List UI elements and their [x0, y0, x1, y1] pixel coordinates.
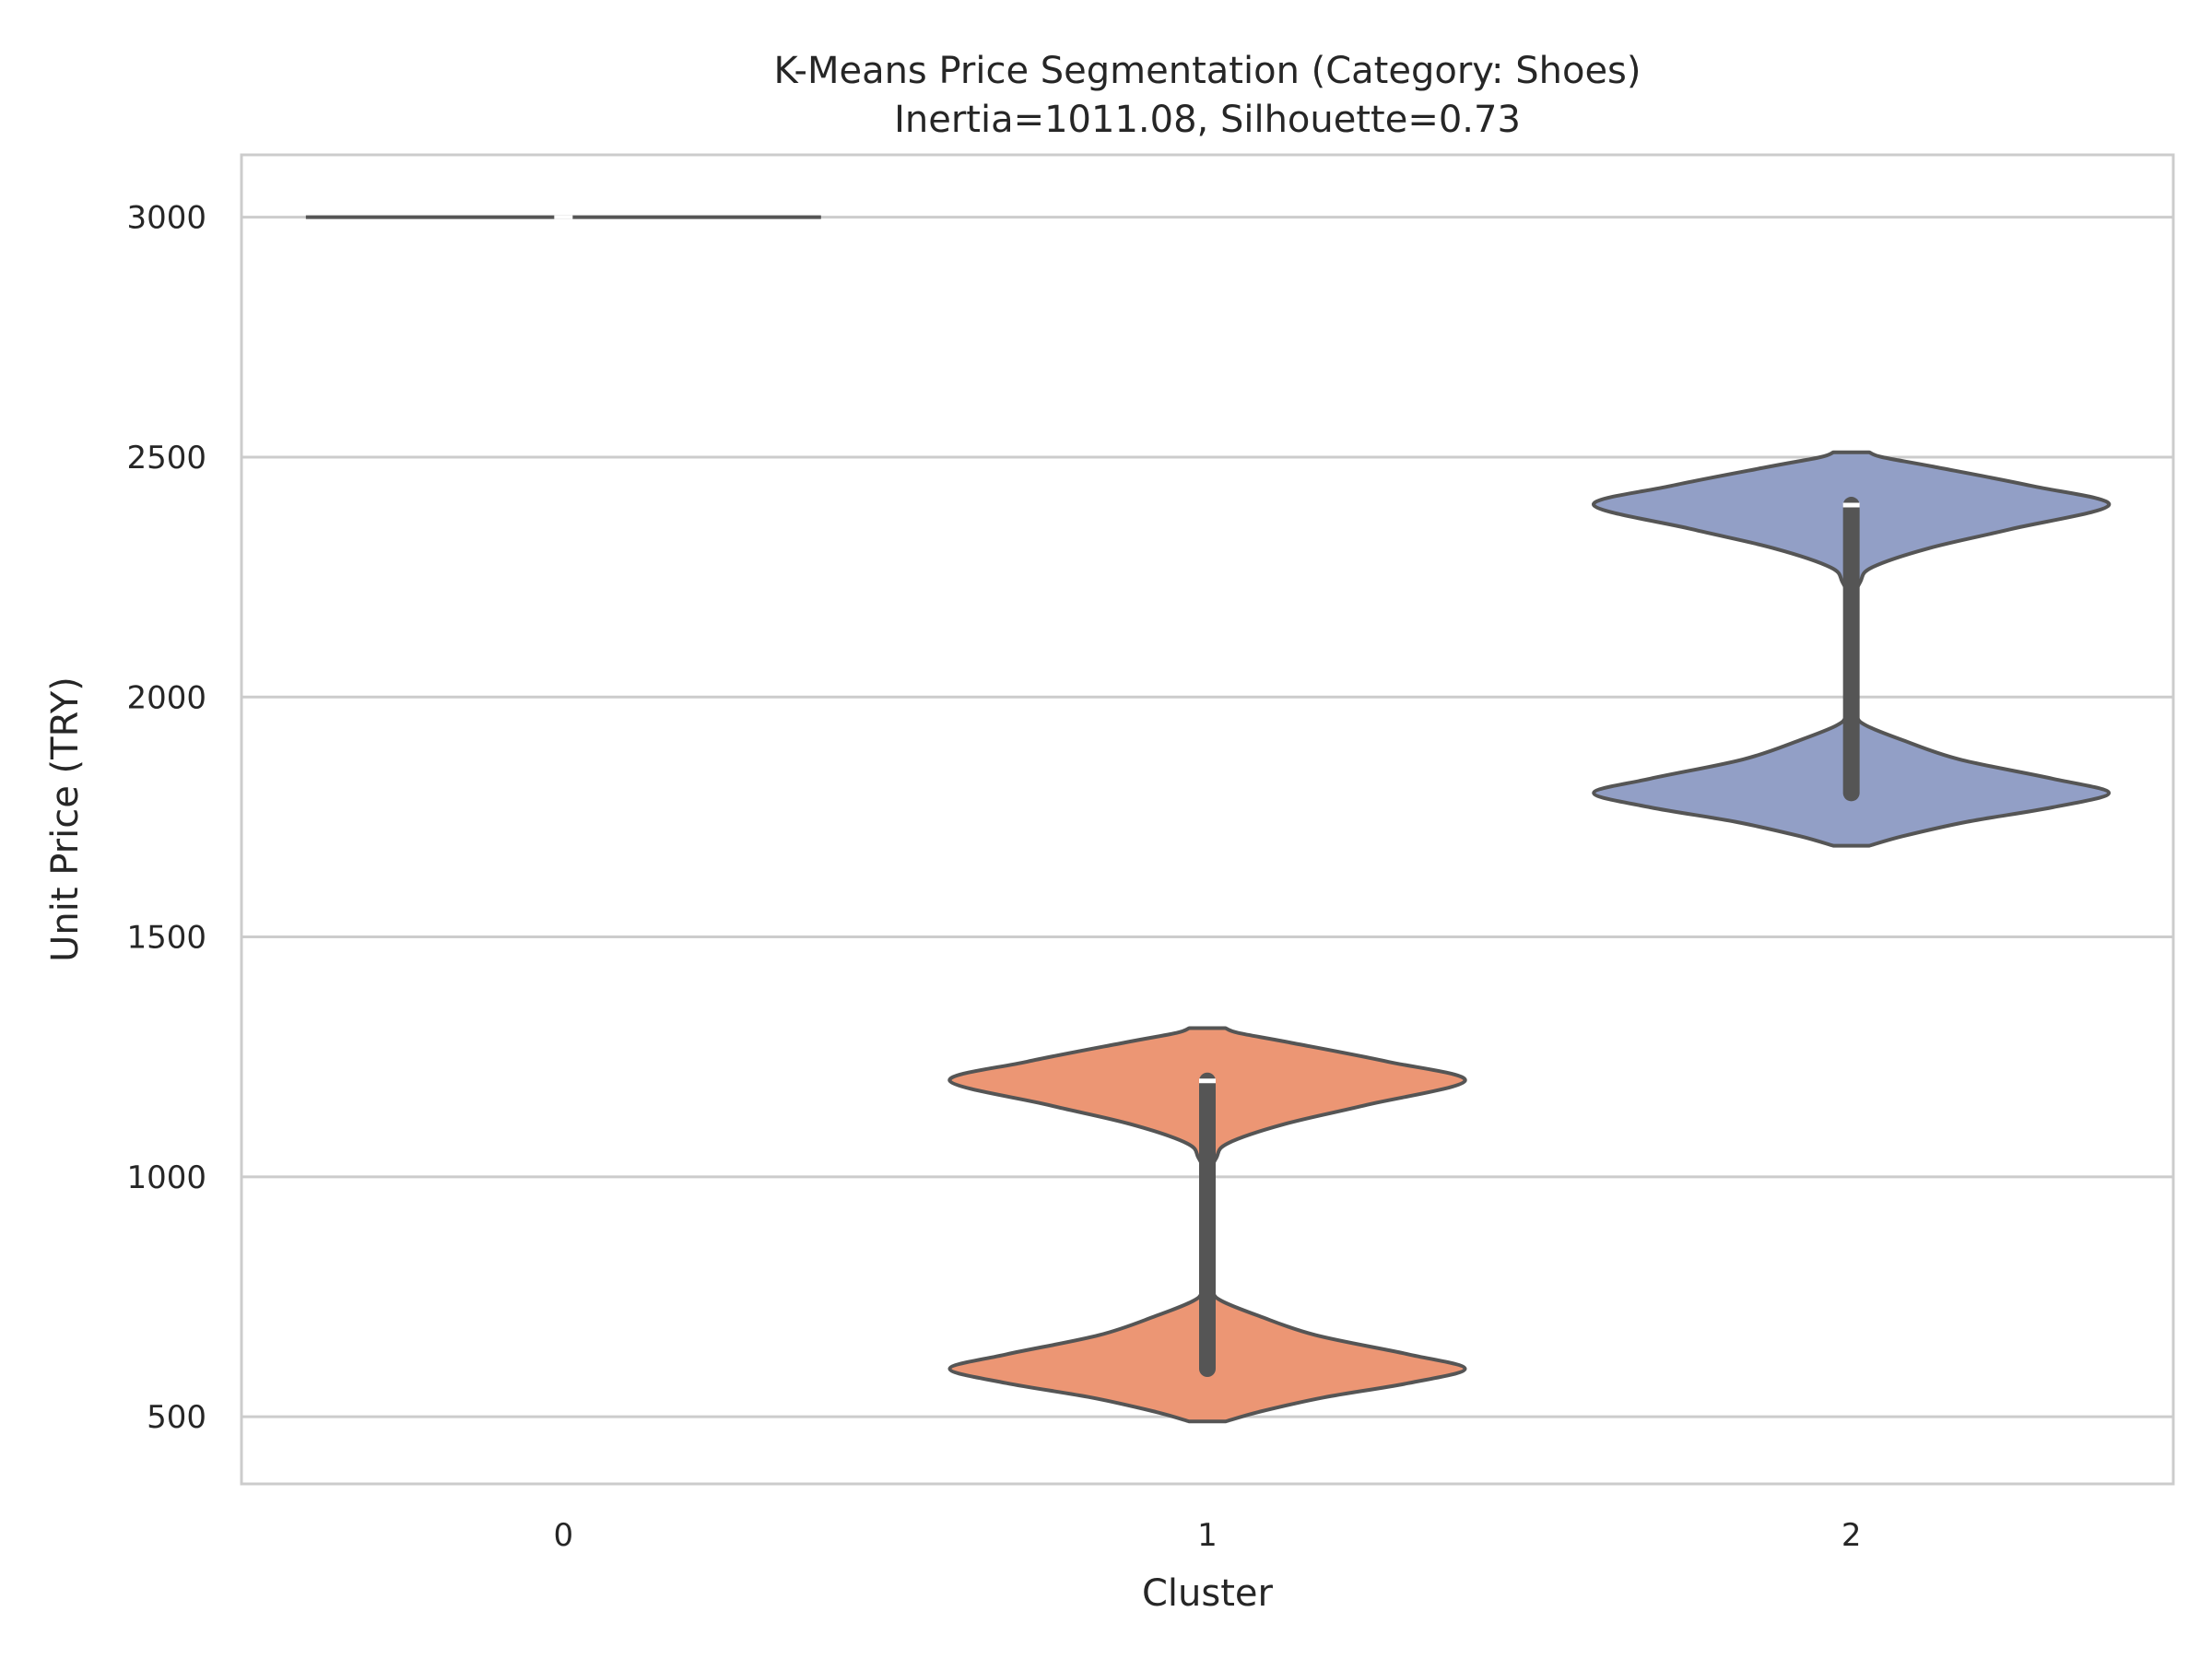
y-tick-label: 500 — [147, 1399, 206, 1436]
chart-title: K-Means Price Segmentation (Category: Sh… — [773, 50, 1641, 92]
y-tick-label: 2000 — [126, 679, 206, 716]
x-tick-label: 0 — [554, 1517, 574, 1554]
violin-cluster-2 — [1592, 450, 2112, 848]
chart-subtitle: Inertia=1011.08, Silhouette=0.73 — [894, 99, 1521, 141]
y-tick-label: 3000 — [126, 200, 206, 237]
tick-labels: 500 1000 1500 2000 2500 3000 0 1 2 — [126, 200, 1861, 1554]
violins — [305, 215, 2112, 1424]
x-tick-label: 1 — [1197, 1517, 1218, 1554]
x-tick-label: 2 — [1841, 1517, 1862, 1554]
y-tick-label: 2500 — [126, 440, 206, 477]
violin-cluster-1 — [947, 1026, 1467, 1424]
y-tick-label: 1000 — [126, 1159, 206, 1196]
x-axis-label: Cluster — [1142, 1572, 1274, 1615]
y-tick-label: 1500 — [126, 920, 206, 957]
plot-frame — [240, 153, 2175, 1486]
y-axis-label: Unit Price (TRY) — [44, 677, 87, 962]
